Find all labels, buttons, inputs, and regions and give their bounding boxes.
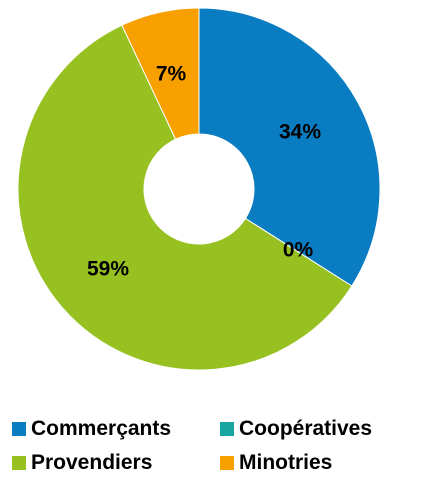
legend-swatch-commercants [12,422,26,436]
legend-swatch-provendiers [12,456,26,470]
legend-label-commercants: Commerçants [31,417,172,440]
slice-label-cooperatives: 0% [283,239,314,262]
legend: Commerçants Coopératives Provendiers Min… [12,412,422,480]
slice-minotries [121,7,200,140]
legend-row-1: Commerçants Coopératives [12,412,422,446]
legend-label-minotries: Minotries [239,451,333,474]
slice-labels-group: 34% 0% 59% 7% [87,63,321,281]
legend-swatch-minotries [220,456,234,470]
legend-label-provendiers: Provendiers [31,451,153,474]
donut-svg: 34% 0% 59% 7% [17,7,381,371]
slice-label-commercants: 34% [279,121,321,144]
slice-provendiers [17,24,353,371]
legend-label-cooperatives: Coopératives [239,417,373,440]
slice-commercants [198,7,381,287]
legend-item-commercants: Commerçants [12,417,220,441]
legend-swatch-cooperatives [220,422,234,436]
legend-item-minotries: Minotries [220,451,332,475]
slice-label-minotries: 7% [156,63,187,86]
legend-item-cooperatives: Coopératives [220,417,372,441]
slices-group [17,7,381,371]
slice-label-provendiers: 59% [87,258,129,281]
legend-row-2: Provendiers Minotries [12,446,422,480]
legend-item-provendiers: Provendiers [12,451,220,475]
